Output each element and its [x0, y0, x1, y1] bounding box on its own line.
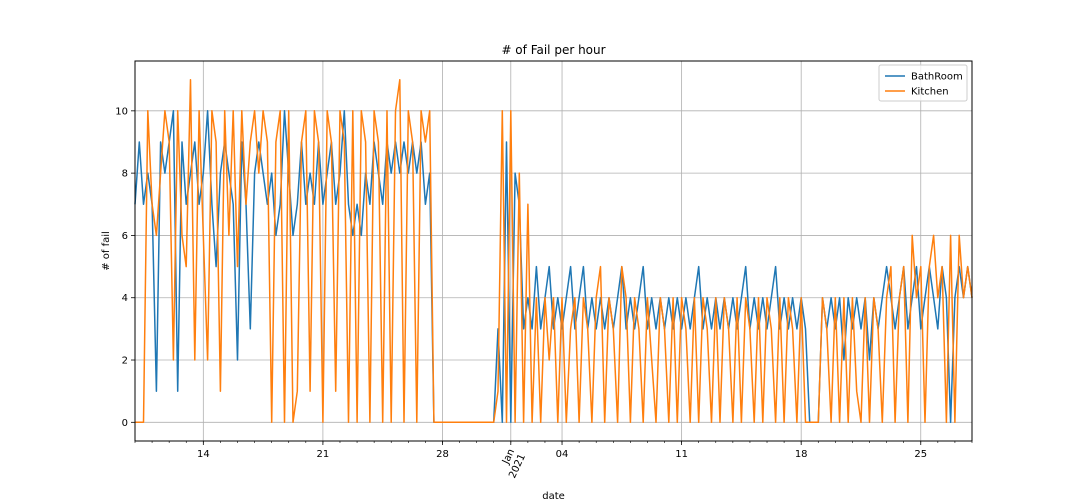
legend-label-bathroom: BathRoom: [911, 72, 963, 83]
series-line-kitchen: [135, 78, 973, 424]
x-tick-label: 18: [795, 449, 808, 460]
y-tick-label: 8: [122, 169, 128, 180]
legend: BathRoom Kitchen: [878, 64, 968, 102]
series-layer: [134, 78, 973, 424]
x-tick-label: 28: [436, 449, 449, 460]
x-tick-label: 11: [675, 449, 688, 460]
y-tick-label: 0: [122, 418, 128, 429]
y-tick-label: 10: [115, 106, 128, 117]
y-axis: 0 2 4 6 8 10: [115, 106, 135, 429]
legend-box: [878, 64, 968, 102]
y-tick-label: 2: [122, 356, 128, 367]
plot-frame: [134, 60, 973, 442]
x-tick-label: 25: [914, 449, 927, 460]
y-tick-label: 6: [122, 231, 128, 242]
y-tick-label: 4: [122, 293, 128, 304]
x-tick-label: 04: [556, 449, 569, 460]
x-tick-label: 21: [317, 449, 330, 460]
x-axis-title: date: [542, 491, 565, 502]
series-line-bathroom: [134, 110, 973, 424]
x-tick-label: 14: [197, 449, 210, 460]
y-axis-title: # of fail: [101, 231, 112, 271]
chart-title: # of Fail per hour: [501, 43, 605, 57]
legend-label-kitchen: Kitchen: [911, 87, 949, 98]
